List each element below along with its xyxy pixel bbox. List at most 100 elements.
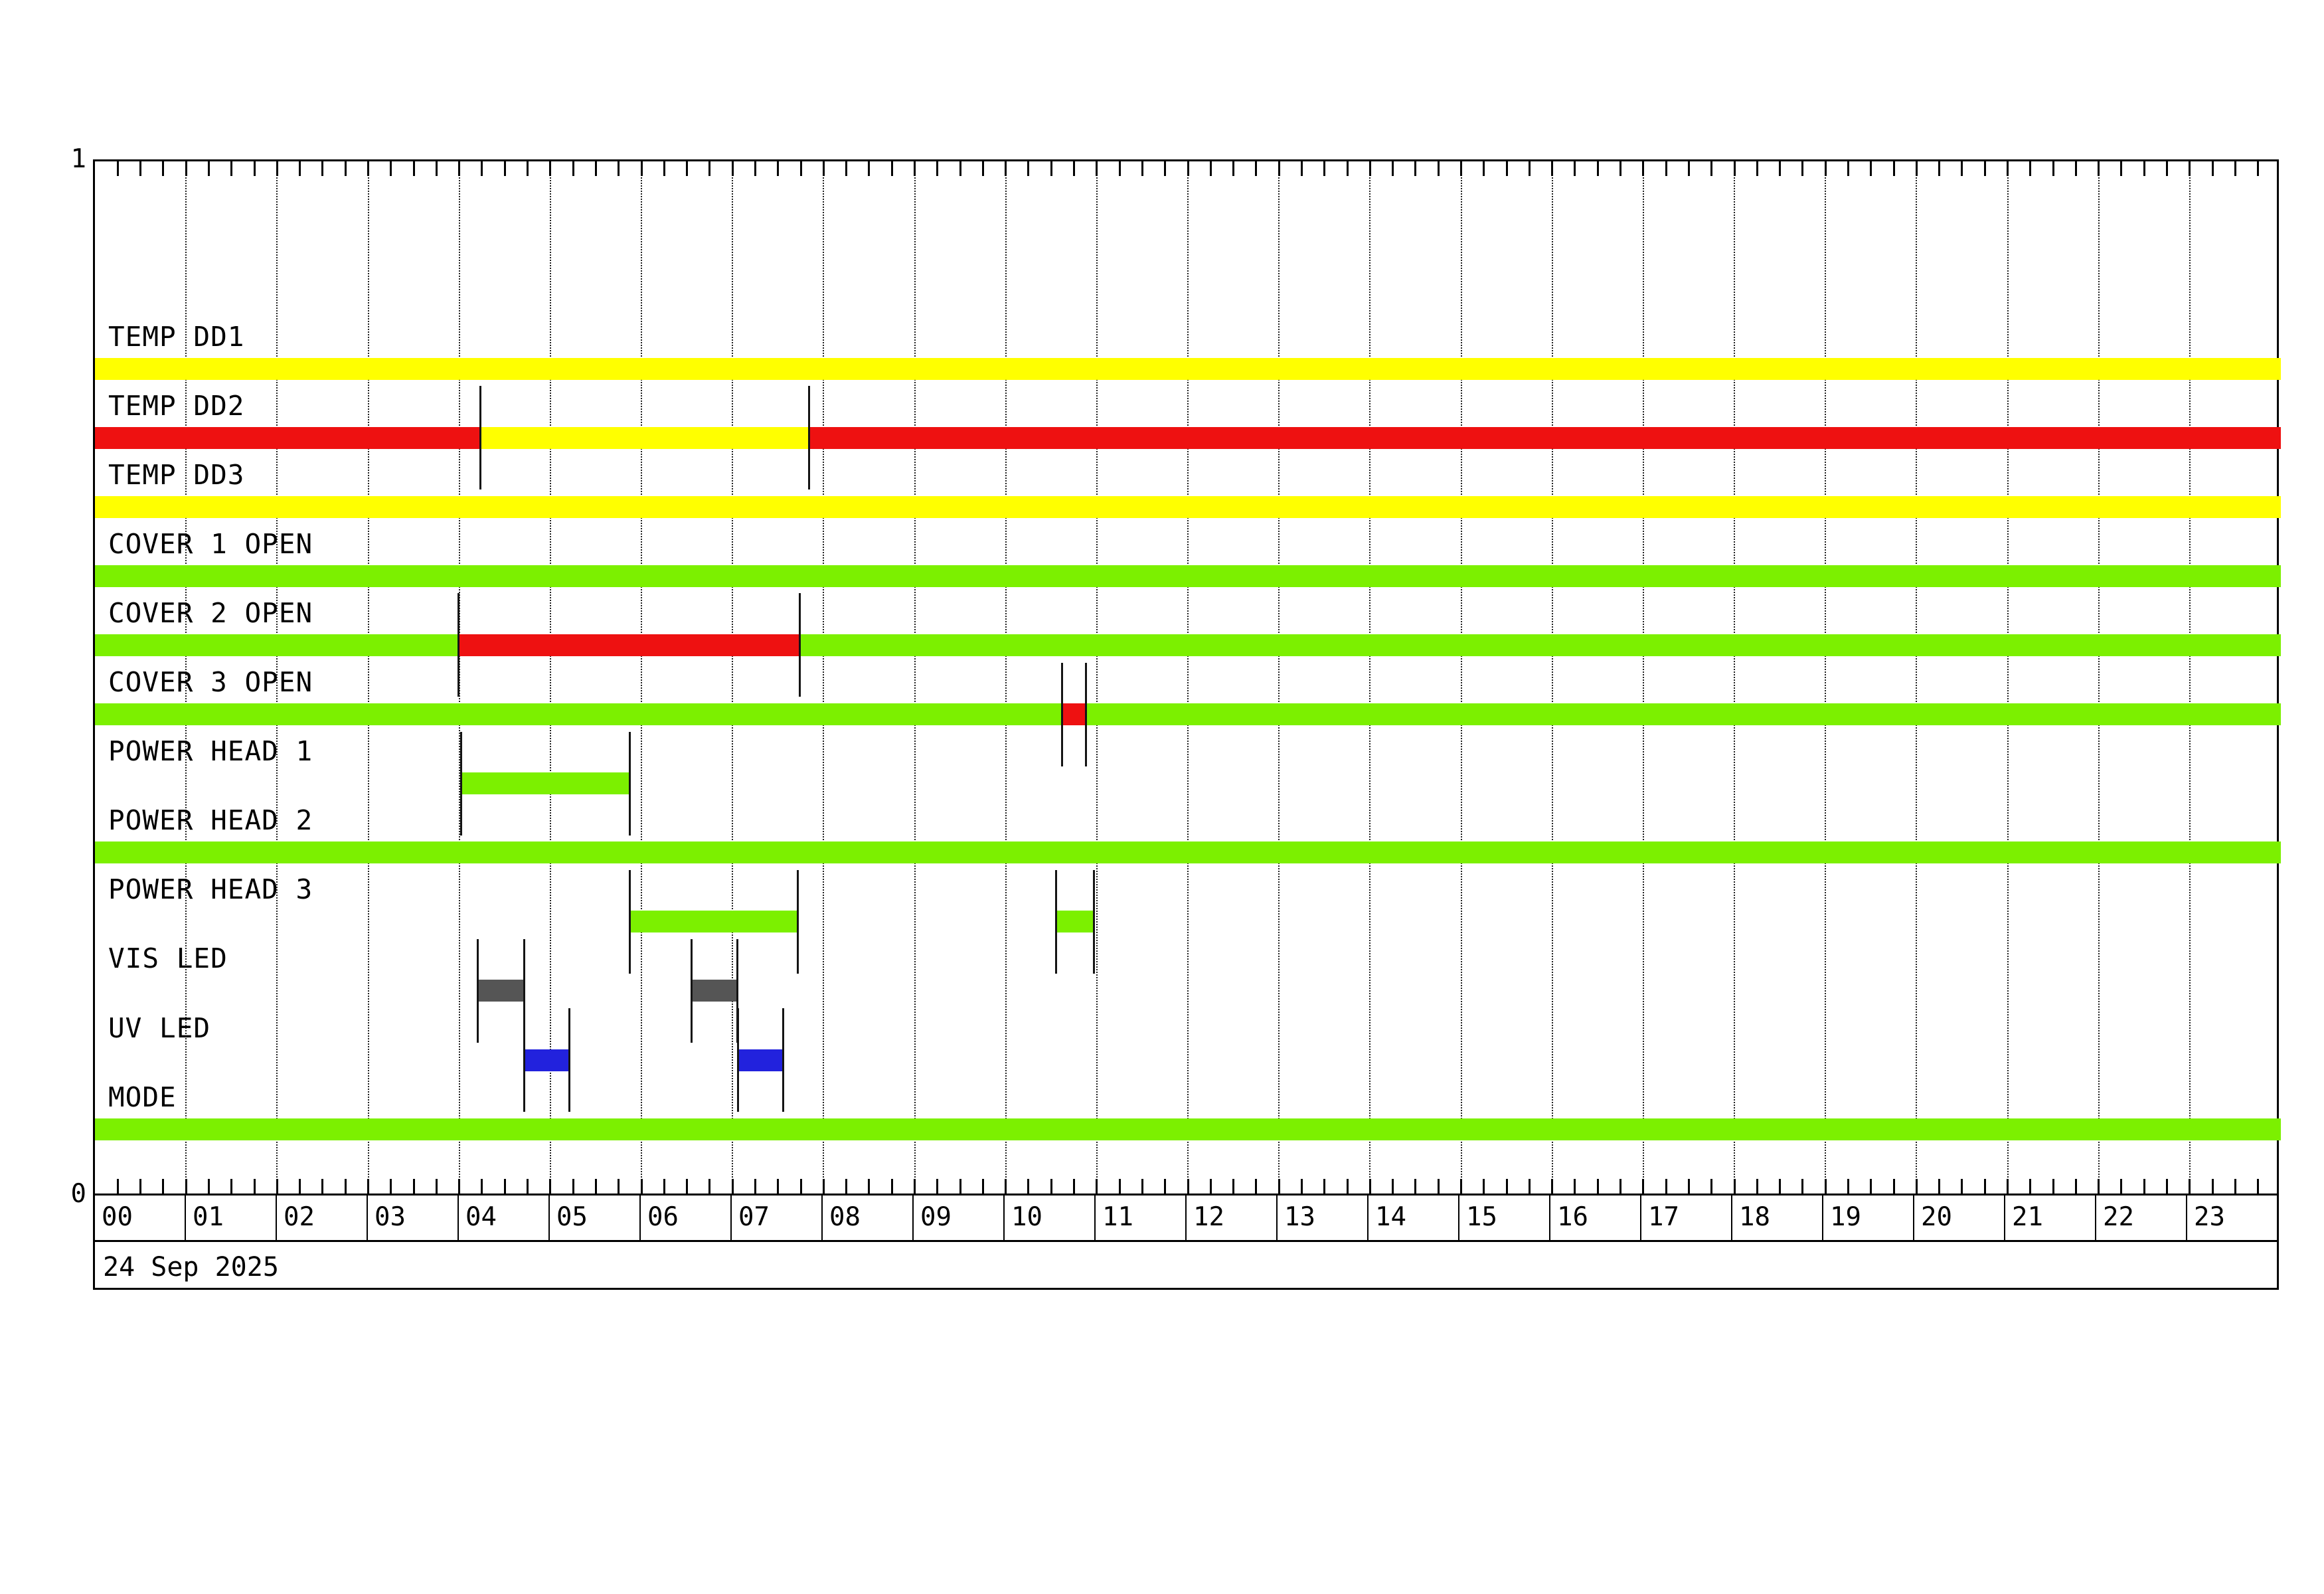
minor-tick <box>1005 1179 1007 1194</box>
hour-tick-label: 12 <box>1185 1196 1276 1240</box>
minor-tick <box>1141 1179 1143 1194</box>
minor-tick <box>1300 161 1303 176</box>
minor-tick <box>1779 1179 1782 1194</box>
minor-tick <box>1232 161 1235 176</box>
minor-tick <box>936 161 939 176</box>
minor-tick <box>1892 161 1895 176</box>
minor-tick <box>1665 1179 1667 1194</box>
minor-tick <box>1437 1179 1440 1194</box>
minor-tick <box>845 161 848 176</box>
minor-tick <box>959 161 961 176</box>
minor-tick <box>116 161 119 176</box>
minor-tick <box>2052 1179 2054 1194</box>
minor-tick <box>162 161 165 176</box>
minor-tick <box>1756 161 1758 176</box>
minor-tick <box>527 1179 529 1194</box>
minor-tick <box>799 161 802 176</box>
minor-tick <box>1392 1179 1394 1194</box>
minor-tick <box>1551 161 1554 176</box>
hour-gridline <box>823 161 825 1194</box>
hour-gridline <box>549 161 551 1194</box>
minor-tick <box>890 1179 893 1194</box>
minor-tick <box>2052 161 2054 176</box>
hour-tick-label: 16 <box>1549 1196 1640 1240</box>
state-segment <box>95 495 2281 518</box>
minor-tick <box>1369 1179 1371 1194</box>
minor-tick <box>2211 161 2214 176</box>
minor-tick <box>2029 1179 2032 1194</box>
hour-gridline <box>1369 161 1371 1194</box>
minor-tick <box>1414 161 1417 176</box>
minor-tick <box>1278 1179 1280 1194</box>
event-marker <box>690 938 693 1043</box>
minor-tick <box>2143 1179 2145 1194</box>
minor-tick <box>1255 161 1258 176</box>
minor-tick <box>2189 1179 2191 1194</box>
minor-tick <box>1096 161 1098 176</box>
event-marker <box>457 593 459 697</box>
channel-label: VIS LED <box>108 942 228 975</box>
minor-tick <box>1983 161 1986 176</box>
minor-tick <box>321 161 324 176</box>
channel-label: COVER 3 OPEN <box>108 666 313 698</box>
minor-tick <box>1505 1179 1508 1194</box>
channel-label: TEMP DD2 <box>108 389 245 422</box>
minor-tick <box>731 1179 734 1194</box>
channel-label: TEMP DD3 <box>108 458 245 491</box>
channel-label: MODE <box>108 1081 177 1113</box>
minor-tick <box>299 161 301 176</box>
minor-tick <box>1050 1179 1052 1194</box>
minor-tick <box>549 161 552 176</box>
event-marker <box>628 869 631 974</box>
hour-tick-label: 19 <box>1822 1196 1913 1240</box>
date-label-row: 24 Sep 2025 <box>93 1242 2279 1290</box>
hour-gridline <box>732 161 734 1194</box>
hour-gridline <box>185 161 187 1194</box>
minor-tick <box>1505 161 1508 176</box>
minor-tick <box>1779 161 1782 176</box>
minor-tick <box>1164 1179 1167 1194</box>
minor-tick <box>1460 1179 1462 1194</box>
minor-tick <box>299 1179 301 1194</box>
minor-tick <box>868 1179 871 1194</box>
minor-tick <box>481 1179 483 1194</box>
minor-tick <box>1892 1179 1895 1194</box>
minor-tick <box>1187 1179 1189 1194</box>
minor-tick <box>162 1179 165 1194</box>
minor-tick <box>185 161 187 176</box>
hour-gridline <box>1551 161 1553 1194</box>
hour-tick-label: 21 <box>2004 1196 2095 1240</box>
minor-tick <box>777 161 780 176</box>
minor-tick <box>549 1179 552 1194</box>
minor-tick <box>708 161 711 176</box>
minor-tick <box>458 1179 461 1194</box>
minor-tick <box>1642 1179 1645 1194</box>
minor-tick <box>1665 161 1667 176</box>
minor-tick <box>640 161 643 176</box>
minor-tick <box>1574 161 1576 176</box>
minor-tick <box>1209 161 1212 176</box>
state-segment <box>691 980 738 1002</box>
minor-tick <box>1847 1179 1849 1194</box>
hour-gridline <box>2189 161 2191 1194</box>
minor-tick <box>2166 161 2169 176</box>
minor-tick <box>1118 1179 1121 1194</box>
minor-tick <box>1824 161 1827 176</box>
minor-tick <box>799 1179 802 1194</box>
hour-tick-label: 08 <box>821 1196 912 1240</box>
minor-tick <box>458 161 461 176</box>
hour-gridline <box>1460 161 1462 1194</box>
event-marker <box>736 938 738 1043</box>
hour-gridline <box>367 161 369 1194</box>
minor-tick <box>1369 161 1371 176</box>
hour-gridline <box>2007 161 2009 1194</box>
hour-tick-label: 03 <box>367 1196 457 1240</box>
minor-tick <box>412 161 415 176</box>
minor-tick <box>754 1179 756 1194</box>
minor-tick <box>1938 161 1941 176</box>
minor-tick <box>503 161 506 176</box>
event-marker <box>479 386 481 490</box>
minor-tick <box>2211 1179 2214 1194</box>
minor-tick <box>1232 1179 1235 1194</box>
event-marker <box>1054 869 1057 974</box>
